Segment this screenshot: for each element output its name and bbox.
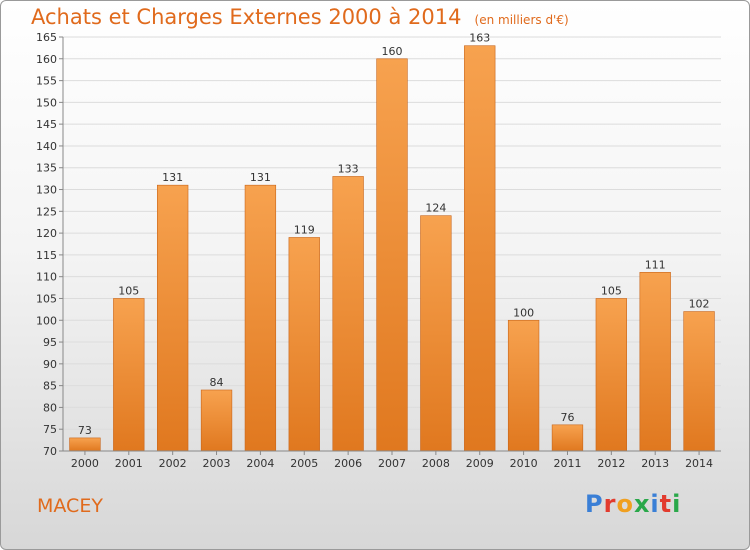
value-label: 119 (294, 223, 315, 236)
bar-2007 (376, 58, 408, 452)
logo-letter: t (659, 490, 673, 518)
y-tick-label: 130 (36, 184, 57, 197)
y-tick-label: 115 (36, 249, 57, 262)
y-tick-label: 155 (36, 75, 57, 88)
x-tick-label: 2014 (685, 457, 713, 470)
y-tick-label: 110 (36, 271, 57, 284)
chart-header: Achats et Charges Externes 2000 à 2014 (… (31, 5, 569, 29)
bar-2003 (200, 389, 233, 452)
y-tick-label: 135 (36, 162, 57, 175)
value-label: 133 (338, 162, 359, 175)
x-tick-label: 2004 (246, 457, 274, 470)
x-tick-label: 2000 (71, 457, 99, 470)
x-axis-ticks: 2000 2001 2002 2003 2004 2005 2006 2007 2008 2009… (71, 451, 713, 470)
y-tick-label: 120 (36, 227, 57, 240)
y-tick-label: 145 (36, 118, 57, 131)
logo-letter: r (603, 490, 617, 518)
y-tick-label: 75 (43, 423, 57, 436)
value-label: 102 (689, 298, 710, 311)
value-label: 100 (513, 306, 534, 319)
x-tick-label: 2006 (334, 457, 362, 470)
bar-2000 (69, 437, 101, 452)
value-labels: 73 105 131 84 131 119 133 160 124 163 100 76 105 111 1… (78, 32, 710, 437)
bar-2004 (244, 184, 277, 452)
y-tick-label: 140 (36, 140, 57, 153)
value-label: 111 (645, 258, 666, 271)
value-label: 124 (425, 202, 446, 215)
chart-subtitle: (en milliers d'€) (474, 13, 569, 27)
y-tick-label: 90 (43, 358, 57, 371)
value-label: 73 (78, 424, 92, 437)
y-tick-label: 95 (43, 336, 57, 349)
bar-2013 (639, 272, 671, 452)
value-label: 131 (250, 171, 271, 184)
y-axis-ticks: 70 75 80 85 90 95 100 105 110 115 120 125 130 135 140 1… (36, 31, 63, 458)
y-tick-label: 100 (36, 314, 57, 327)
x-tick-label: 2010 (510, 457, 538, 470)
logo-letter: P (585, 490, 604, 518)
x-tick-label: 2005 (290, 457, 318, 470)
bar-2001 (113, 298, 145, 452)
chart-title: Achats et Charges Externes 2000 à 2014 (31, 5, 462, 29)
logo-letter: i (650, 490, 660, 518)
x-tick-label: 2013 (641, 457, 669, 470)
value-label: 131 (162, 171, 183, 184)
y-tick-label: 125 (36, 205, 57, 218)
value-label: 163 (469, 32, 490, 45)
bar-2008 (420, 215, 452, 452)
x-tick-label: 2001 (115, 457, 143, 470)
bars (69, 45, 715, 452)
proxiti-logo: Proxiti (585, 490, 681, 518)
y-tick-label: 80 (43, 401, 57, 414)
bar-2002 (157, 184, 189, 452)
value-label: 84 (210, 376, 224, 389)
x-tick-label: 2002 (159, 457, 187, 470)
logo-letter: i (672, 490, 682, 518)
commune-name: MACEY (37, 495, 103, 517)
bar-2012 (595, 298, 627, 452)
logo-letter: o (616, 490, 634, 518)
x-tick-label: 2007 (378, 457, 406, 470)
value-label: 76 (560, 411, 574, 424)
value-label: 105 (118, 284, 139, 297)
bar-2011 (551, 424, 584, 452)
x-tick-label: 2003 (203, 457, 231, 470)
bar-2005 (288, 237, 320, 452)
y-tick-label: 105 (36, 292, 57, 305)
y-tick-label: 85 (43, 380, 57, 393)
logo-letter: x (633, 490, 651, 518)
y-tick-label: 160 (36, 53, 57, 66)
axes (62, 37, 721, 452)
x-tick-label: 2009 (466, 457, 494, 470)
bar-2009 (464, 45, 496, 452)
y-tick-label: 150 (36, 96, 57, 109)
bar-2006 (332, 176, 364, 452)
value-label: 105 (601, 284, 622, 297)
bar-2010 (507, 319, 540, 452)
x-tick-label: 2012 (597, 457, 625, 470)
y-tick-label: 70 (43, 445, 57, 458)
bar-2014 (683, 311, 715, 452)
x-tick-label: 2008 (422, 457, 450, 470)
y-tick-label: 165 (36, 31, 57, 44)
x-tick-label: 2011 (553, 457, 581, 470)
value-label: 160 (382, 45, 403, 58)
